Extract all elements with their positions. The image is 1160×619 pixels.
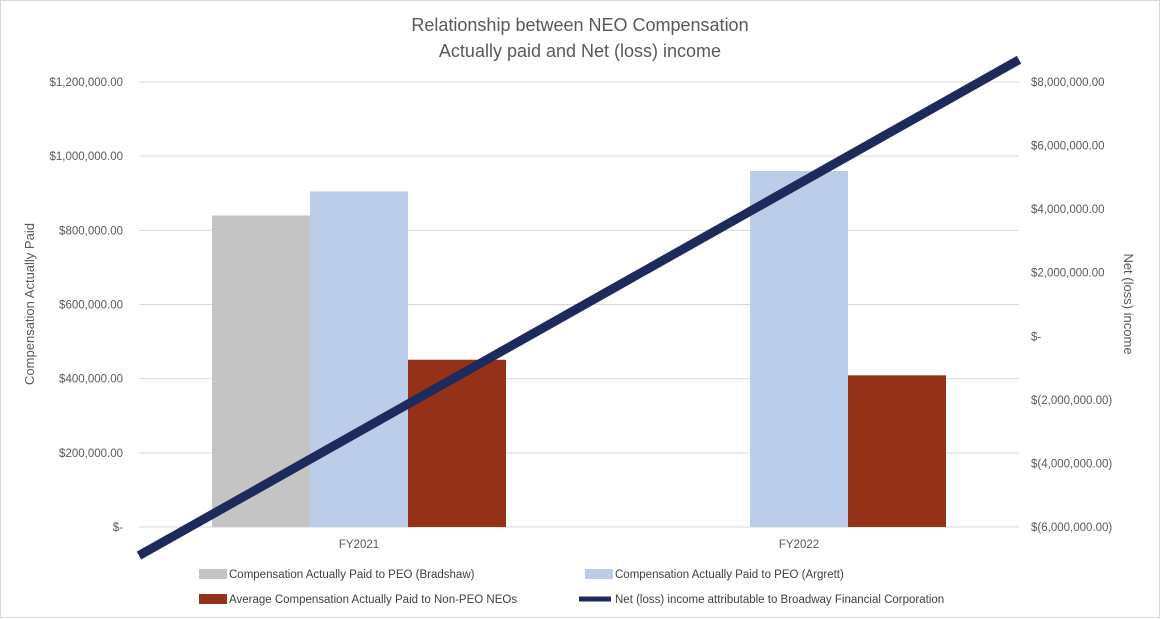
legend-label: Compensation Actually Paid to PEO (Brads… (229, 569, 475, 581)
line-series (136, 55, 1022, 560)
y2-axis-label: Net (loss) income (1121, 253, 1136, 354)
legend-label: Net (loss) income attributable to Broadw… (615, 594, 944, 606)
y-tick-label: $800,000.00 (59, 225, 123, 237)
y-tick-label: $- (113, 522, 123, 534)
bar (750, 171, 848, 527)
legend-label: Compensation Actually Paid to PEO (Argre… (615, 569, 844, 581)
bar (848, 375, 946, 527)
bar (310, 191, 408, 528)
right-axis-ticks: $(6,000,000.00) $(4,000,000.00) $(2,000,00… (1031, 77, 1112, 534)
x-tick-label: FY2022 (779, 539, 819, 551)
chart-title-line-1: Relationship between NEO Compensation (411, 15, 748, 35)
y-tick-label: $1,000,000.00 (49, 151, 123, 163)
left-axis-ticks: $- $200,000.00 $400,000.00 $600,000.00 $800,… (49, 77, 123, 534)
legend-swatch (199, 569, 227, 579)
legend-swatch (585, 569, 613, 579)
x-tick-label: FY2021 (339, 539, 379, 551)
y-tick-label: $400,000.00 (59, 374, 123, 386)
y2-tick-label: $- (1031, 331, 1041, 343)
legend: Compensation Actually Paid to PEO (Brads… (199, 569, 944, 606)
y-tick-label: $1,200,000.00 (49, 77, 123, 89)
y2-tick-label: $2,000,000.00 (1031, 268, 1105, 280)
y2-tick-label: $(6,000,000.00) (1031, 522, 1112, 534)
chart-title-line-2: Actually paid and Net (loss) income (439, 41, 721, 61)
bar (408, 359, 506, 527)
x-axis-ticks: FY2021 FY2022 (339, 539, 819, 551)
y2-tick-label: $8,000,000.00 (1031, 77, 1105, 89)
y-tick-label: $600,000.00 (59, 300, 123, 312)
legend-swatch (199, 594, 227, 604)
bar-series (212, 171, 946, 528)
y-axis-label: Compensation Actually Paid (22, 223, 37, 385)
y2-tick-label: $(4,000,000.00) (1031, 458, 1112, 470)
y-tick-label: $200,000.00 (59, 448, 123, 460)
net-income-line (136, 55, 1022, 560)
y2-tick-label: $4,000,000.00 (1031, 204, 1105, 216)
legend-label: Average Compensation Actually Paid to No… (229, 594, 517, 606)
bar (212, 215, 310, 527)
y2-tick-label: $6,000,000.00 (1031, 141, 1105, 153)
y2-tick-label: $(2,000,000.00) (1031, 395, 1112, 407)
